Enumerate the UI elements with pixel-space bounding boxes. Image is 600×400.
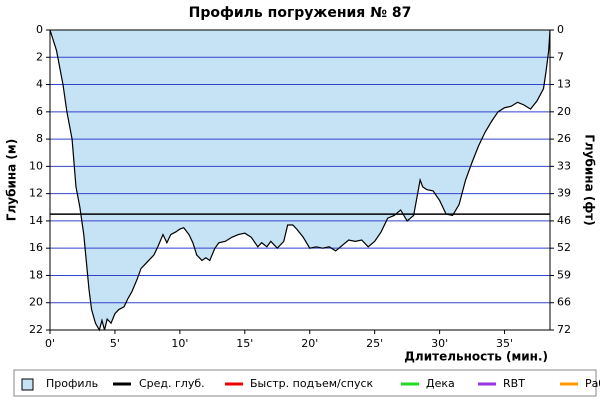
- y-tick-label: 22: [29, 323, 43, 336]
- y-axis-label: Глубина (м): [5, 139, 19, 221]
- plot-frame: [49, 29, 551, 331]
- y2-tick-label: 7: [557, 50, 564, 63]
- y-tick-label: 12: [29, 187, 43, 200]
- y-tick-label: 2: [36, 50, 43, 63]
- legend-label: Сред. глуб.: [139, 377, 205, 390]
- y-tick-label: 20: [29, 296, 43, 309]
- y-tick-label: 18: [29, 268, 43, 281]
- y2-tick-label: 20: [557, 105, 571, 118]
- y-tick-label: 4: [36, 78, 43, 91]
- y2-axis-label: Глубина (фт): [583, 134, 597, 225]
- x-axis-label: Длительность (мин.): [404, 350, 548, 364]
- y2-tick-label: 59: [557, 268, 571, 281]
- legend-label: Раб.: [585, 377, 600, 390]
- legend-swatch: [21, 378, 34, 391]
- x-tick-label: 15': [236, 337, 253, 350]
- profile-area: [50, 30, 550, 330]
- legend-label: Быстр. подъем/спуск: [250, 377, 374, 390]
- y-tick-label: 8: [36, 132, 43, 145]
- x-tick-label: 20': [301, 337, 318, 350]
- y2-tick-label: 72: [557, 323, 571, 336]
- x-tick-label: 10': [171, 337, 188, 350]
- y-tick-label: 10: [29, 159, 43, 172]
- y-tick-label: 6: [36, 105, 43, 118]
- x-tick-label: 35': [496, 337, 513, 350]
- y-tick-label: 16: [29, 241, 43, 254]
- y2-tick-label: 26: [557, 132, 571, 145]
- y2-tick-label: 66: [557, 296, 571, 309]
- legend-label: Дека: [426, 377, 455, 390]
- y2-tick-label: 39: [557, 187, 571, 200]
- x-tick-label: 25': [366, 337, 383, 350]
- chart-title: Профиль погружения № 87: [189, 5, 412, 21]
- profile-line: [49, 29, 551, 332]
- y-tick-label: 0: [36, 23, 43, 36]
- y2-tick-label: 46: [557, 214, 571, 227]
- y-tick-label: 14: [29, 214, 43, 227]
- x-tick-label: 0': [45, 337, 55, 350]
- legend-label: RBT: [503, 377, 525, 390]
- y2-tick-label: 33: [557, 159, 571, 172]
- legend-box: [13, 369, 597, 397]
- y2-tick-label: 0: [557, 23, 564, 36]
- legend-label: Профиль: [46, 377, 98, 390]
- y2-tick-label: 52: [557, 241, 571, 254]
- x-tick-label: 5': [110, 337, 120, 350]
- y2-tick-label: 13: [557, 78, 571, 91]
- x-tick-label: 30': [431, 337, 448, 350]
